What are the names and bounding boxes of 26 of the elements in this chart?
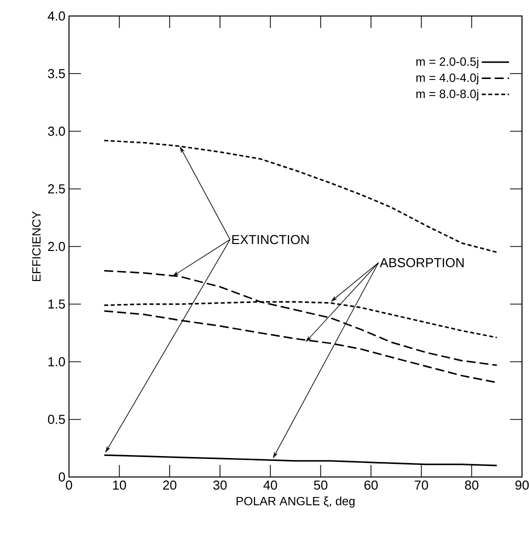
x-tick-label: 50 <box>314 480 328 490</box>
x-tick-label: 20 <box>163 480 176 490</box>
y-axis-title: EFFICIENCY <box>32 211 41 282</box>
y-tick-label: 2.5 <box>48 184 65 194</box>
x-tick-label: 30 <box>213 480 227 490</box>
legend-label: m = 4.0-4.0j <box>416 73 478 84</box>
y-tick-label: 4.0 <box>48 11 65 21</box>
x-tick-label: 0 <box>66 480 72 490</box>
y-tick-label: 1.5 <box>48 300 65 309</box>
legend-label: m = 8.0-8.0j <box>416 89 478 100</box>
y-tick-label: 3.5 <box>48 69 65 78</box>
legend-label: m = 2.0-0.5j <box>416 57 478 68</box>
x-axis-title: POLAR ANGLE ξ, deg <box>236 496 355 508</box>
annotation: EXTINCTION <box>232 234 309 244</box>
y-tick-label: 0 <box>58 472 65 482</box>
y-tick-label: 1.0 <box>48 357 65 366</box>
y-tick-label: 2.0 <box>48 242 65 252</box>
x-tick-label: 90 <box>515 480 529 490</box>
x-tick-label: 60 <box>364 480 378 490</box>
annotation: ABSORPTION <box>380 258 464 268</box>
x-tick-label: 10 <box>113 480 126 490</box>
x-tick-label: 70 <box>414 480 428 490</box>
y-tick-label: 3.0 <box>48 126 65 136</box>
x-tick-label: 80 <box>465 480 478 490</box>
x-tick-label: 40 <box>263 480 278 490</box>
y-tick-label: 0.5 <box>48 414 65 424</box>
